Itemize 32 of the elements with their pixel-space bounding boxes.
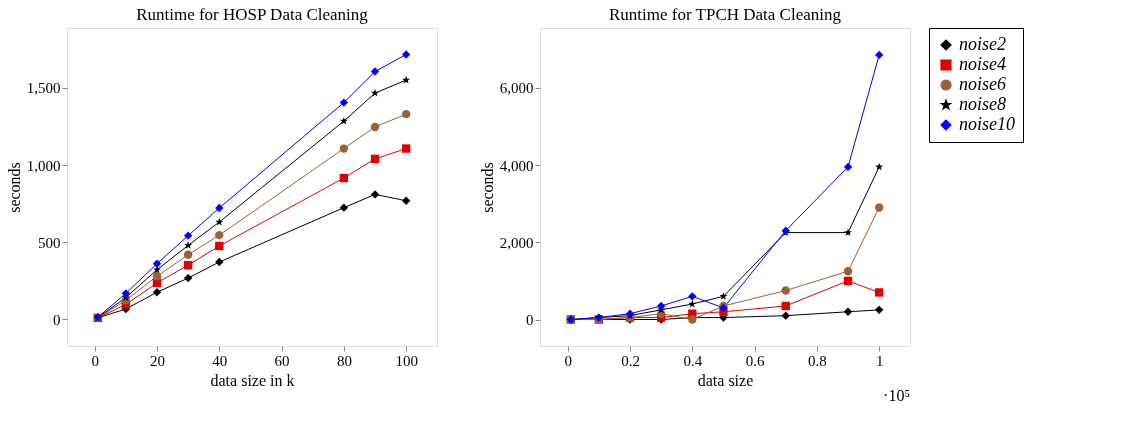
text: ·10⁵ bbox=[883, 387, 910, 404]
legend-label: noise8 bbox=[959, 94, 1006, 114]
x-tick-label: 0.8 bbox=[808, 352, 827, 369]
y-tick-label: 0 bbox=[526, 312, 534, 328]
chart-title: Runtime for HOSP Data Cleaning bbox=[136, 5, 369, 24]
y-tick-label: 2,000 bbox=[499, 234, 534, 251]
x-tick-label: 20 bbox=[150, 352, 166, 369]
legend-label: noise10 bbox=[959, 114, 1015, 134]
x-tick-label: 100 bbox=[395, 352, 418, 369]
x-axis-title: data size bbox=[697, 371, 754, 389]
y-tick-label: 1,500 bbox=[26, 80, 61, 97]
legend-label: noise4 bbox=[959, 54, 1006, 74]
legend-label: noise6 bbox=[959, 74, 1006, 94]
x-tick-label: 0 bbox=[91, 352, 99, 369]
y-tick-label: 4,000 bbox=[499, 157, 534, 174]
y-tick-label: 1,000 bbox=[26, 157, 61, 174]
x-tick-label: 0.2 bbox=[621, 352, 640, 369]
x-tick-label: 40 bbox=[212, 352, 228, 369]
y-tick-label: 500 bbox=[38, 234, 61, 251]
x-tick-label: 0 bbox=[564, 352, 572, 369]
chart-title: Runtime for TPCH Data Cleaning bbox=[609, 5, 842, 24]
x-tick-label: 0.4 bbox=[683, 352, 703, 369]
x-axis-title: data size in k bbox=[210, 371, 295, 389]
y-axis-title: seconds bbox=[478, 162, 496, 213]
x-tick-label: 80 bbox=[336, 352, 352, 369]
y-axis-title: seconds bbox=[5, 162, 23, 213]
legend-label: noise2 bbox=[959, 34, 1006, 54]
x-tick-label: 0.6 bbox=[745, 352, 765, 369]
y-tick-label: 0 bbox=[53, 311, 61, 328]
y-tick-label: 6,000 bbox=[499, 80, 534, 97]
x-tick-label: 60 bbox=[274, 352, 290, 369]
x-tick-label: 1 bbox=[875, 352, 884, 369]
